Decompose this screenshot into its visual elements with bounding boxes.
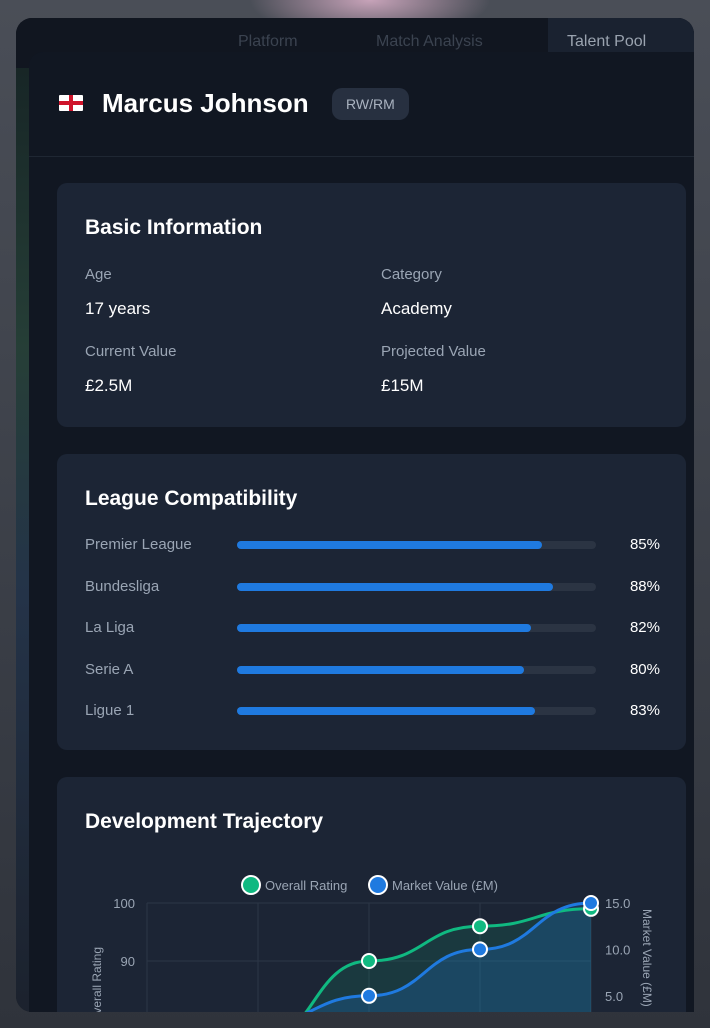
league-name: Serie A <box>85 661 134 678</box>
league-compatibility-title: League Compatibility <box>85 487 298 510</box>
data-point <box>361 987 377 1004</box>
y2-tick-label: 5.0 <box>605 989 623 1004</box>
league-row: Serie A 80% <box>85 661 660 681</box>
y2-tick-label: 10.0 <box>605 942 630 957</box>
y-tick-label: 90 <box>121 954 135 969</box>
development-trajectory-card: Development Trajectory 100908015.010.05.… <box>57 777 686 1012</box>
y-axis-title: Overall Rating <box>90 947 104 1012</box>
league-compatibility-card: League Compatibility Premier League 85% … <box>57 454 686 750</box>
legend-marker <box>368 875 388 895</box>
league-percent: 80% <box>629 661 660 678</box>
current-value: £2.5M <box>85 376 133 395</box>
series-area <box>308 903 591 1012</box>
basic-info-title: Basic Information <box>85 216 263 239</box>
player-detail-modal: Marcus Johnson RW/RM Basic Information A… <box>29 52 694 1012</box>
league-name: Ligue 1 <box>85 702 135 719</box>
data-point <box>361 953 377 969</box>
league-percent: 85% <box>629 536 660 553</box>
series-area <box>306 908 591 1012</box>
data-point <box>472 941 488 958</box>
age-value: 17 years <box>85 299 151 318</box>
projected-value: £15M <box>381 376 424 395</box>
tab-talent-pool[interactable]: Talent Pool <box>567 33 647 50</box>
y-tick-label: 100 <box>113 896 135 911</box>
league-row: Ligue 1 83% <box>85 702 660 722</box>
compat-bar-track <box>237 624 596 632</box>
compat-bar-track <box>237 707 596 715</box>
legend-label: Overall Rating <box>265 878 347 893</box>
compat-bar-fill <box>237 583 553 591</box>
league-row: Premier League 85% <box>85 536 660 556</box>
projected-value-label: Projected Value <box>381 343 486 360</box>
england-flag-icon <box>59 95 83 111</box>
y2-tick-label: 15.0 <box>605 896 630 911</box>
compat-bar-fill <box>237 541 543 549</box>
legend-label: Market Value (£M) <box>392 878 498 893</box>
league-percent: 82% <box>629 619 660 636</box>
tab-match-analysis[interactable]: Match Analysis <box>376 33 483 50</box>
player-name: Marcus Johnson <box>102 88 309 118</box>
modal-header: Marcus Johnson RW/RM <box>29 52 694 157</box>
compat-bar-track <box>237 541 596 549</box>
y2-axis-title: Market Value (£M) <box>640 909 654 1007</box>
league-percent: 83% <box>629 702 660 719</box>
league-name: La Liga <box>85 619 135 636</box>
compat-bar-track <box>237 583 596 591</box>
category-value: Academy <box>381 299 452 318</box>
data-point <box>583 895 599 911</box>
data-point <box>472 918 488 935</box>
category-label: Category <box>381 266 442 283</box>
basic-info-card: Basic Information Age 17 years Category … <box>57 183 686 427</box>
compat-bar-fill <box>237 666 525 674</box>
league-name: Premier League <box>85 536 192 553</box>
legend-marker <box>241 875 261 895</box>
background-sidebar <box>16 68 30 1012</box>
position-badge: RW/RM <box>332 88 409 120</box>
compat-bar-fill <box>237 624 532 632</box>
compat-bar-fill <box>237 707 535 715</box>
league-name: Bundesliga <box>85 578 160 595</box>
age-label: Age <box>85 266 112 283</box>
league-row: La Liga 82% <box>85 619 660 639</box>
tab-platform[interactable]: Platform <box>238 33 298 50</box>
league-row: Bundesliga 88% <box>85 578 660 598</box>
league-percent: 88% <box>629 578 660 595</box>
development-trajectory-title: Development Trajectory <box>85 810 324 833</box>
compat-bar-track <box>237 666 596 674</box>
current-value-label: Current Value <box>85 343 177 360</box>
